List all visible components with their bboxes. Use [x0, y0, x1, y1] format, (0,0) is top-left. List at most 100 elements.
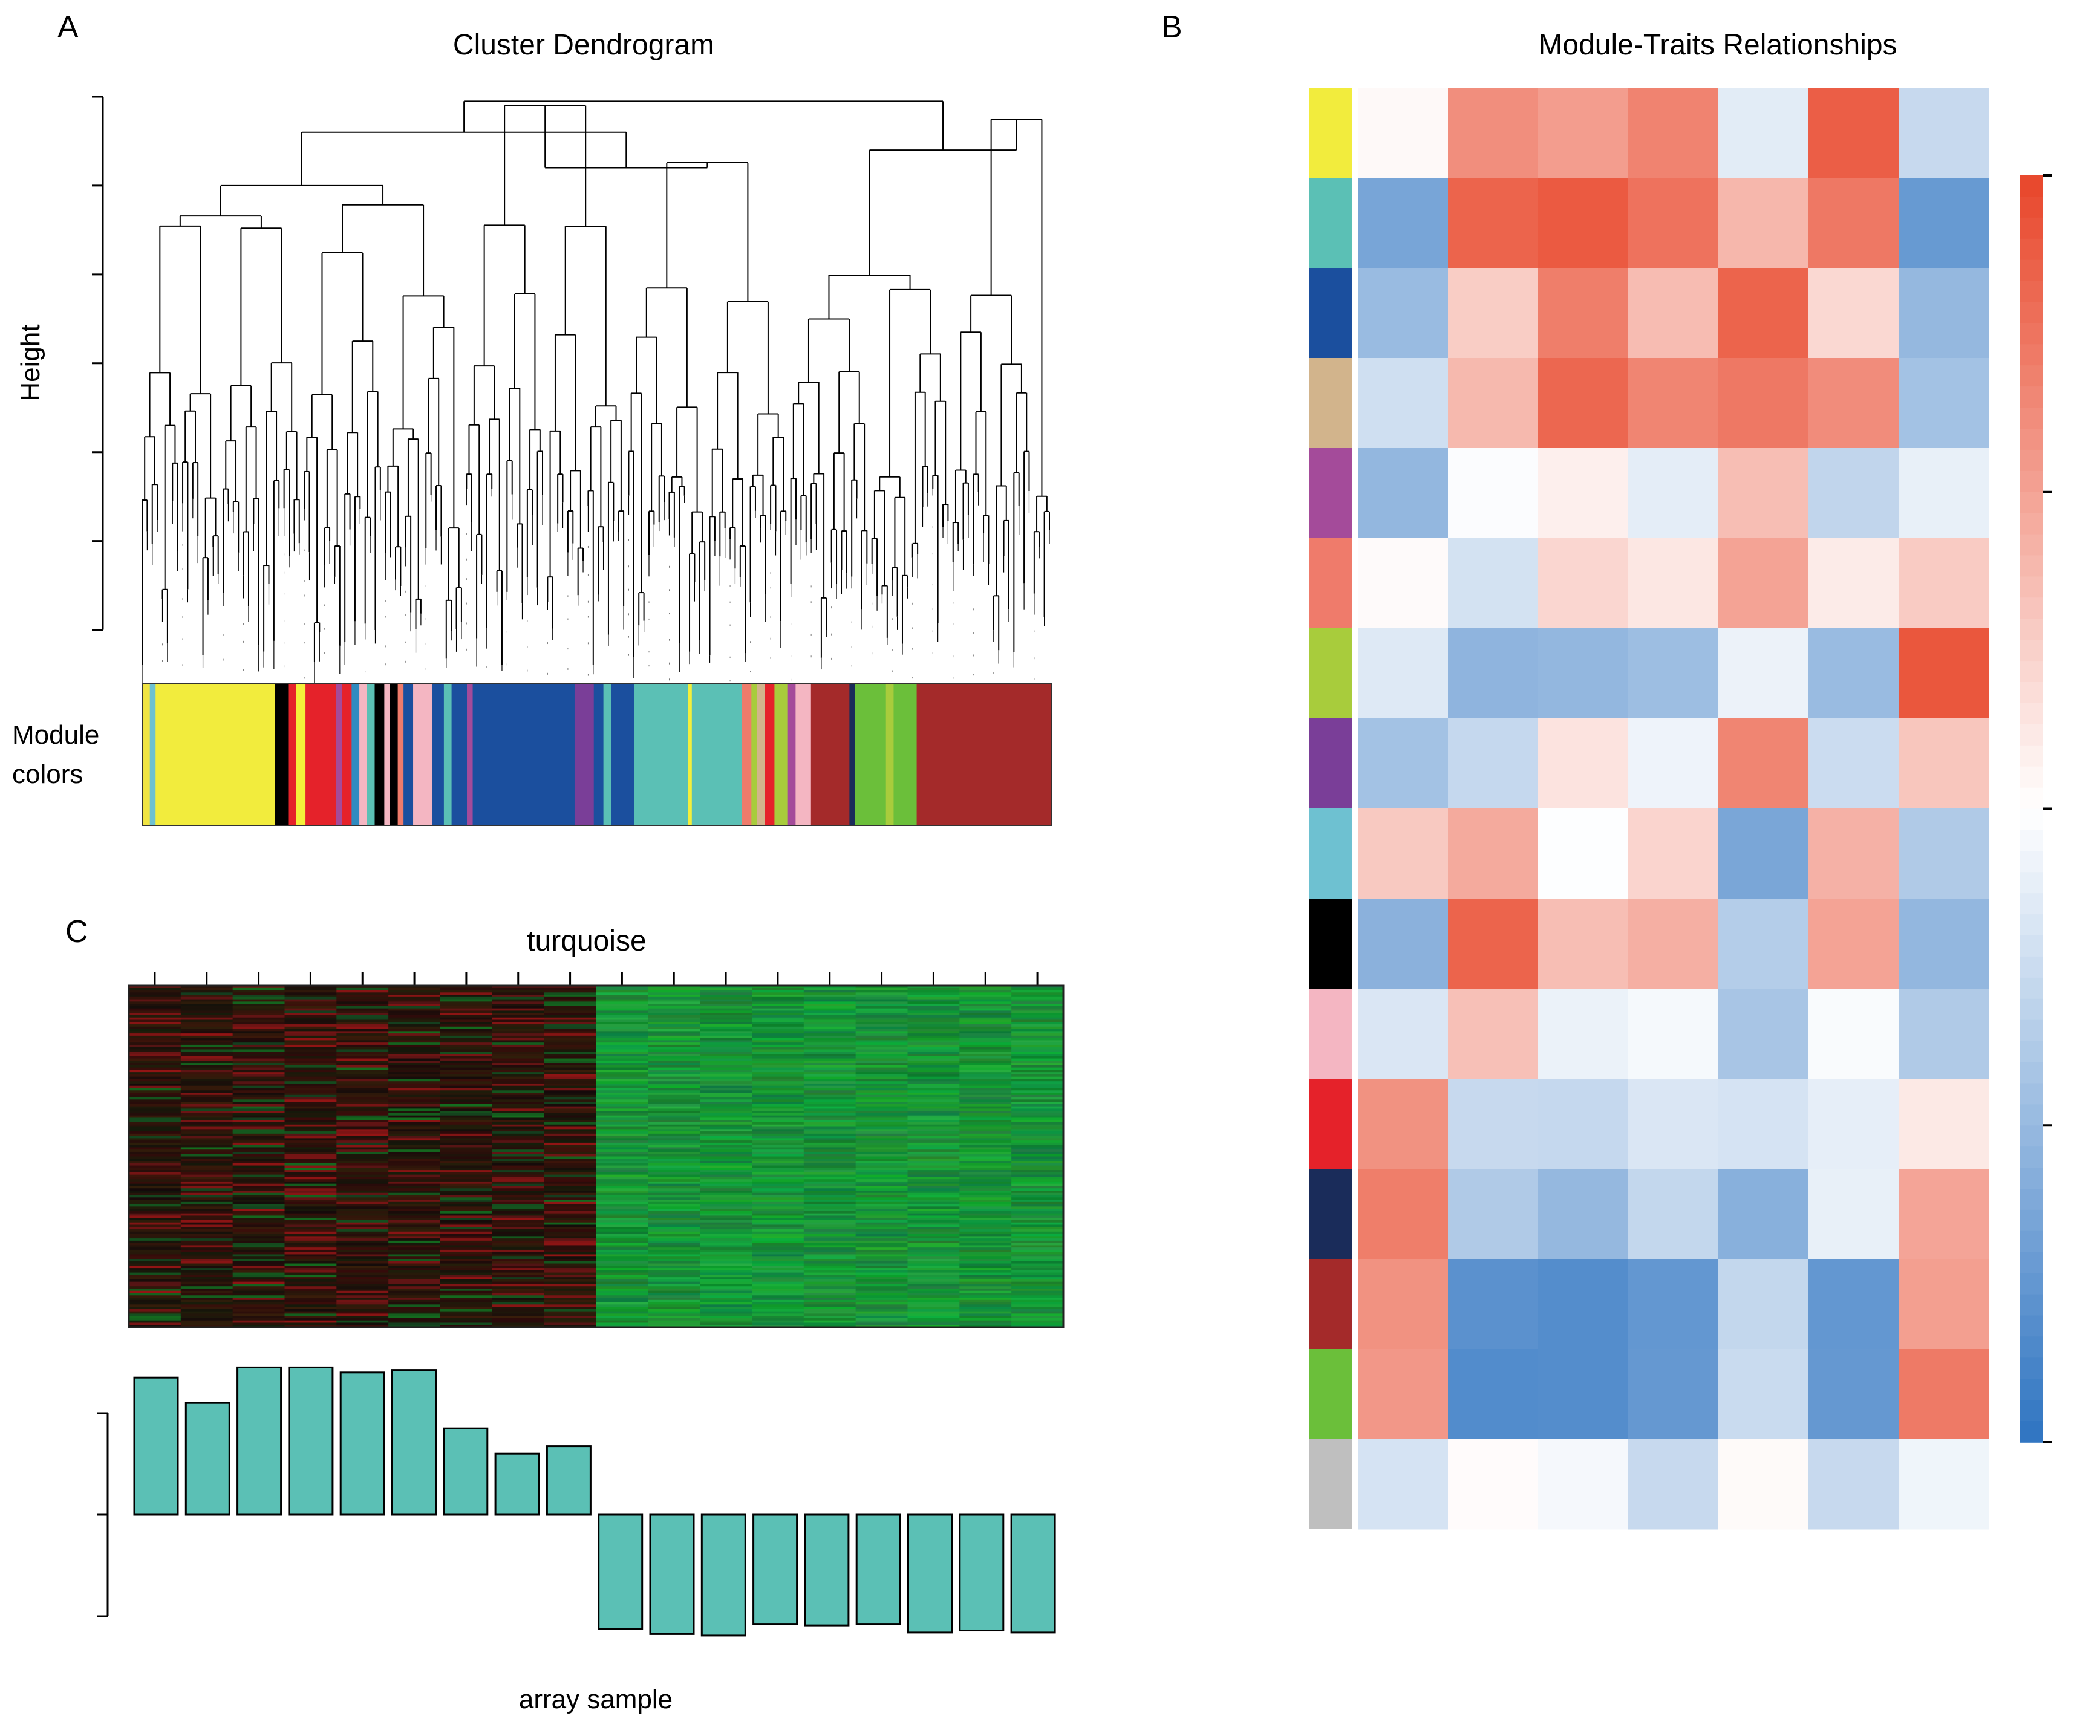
expression-heatmap-cell: [803, 1058, 856, 1061]
expression-heatmap-cell: [388, 1168, 441, 1171]
expression-heatmap-cell: [232, 1113, 285, 1116]
module-color-segment: [296, 683, 306, 825]
expression-heatmap-cell: [492, 1136, 545, 1139]
expression-heatmap-cell: [959, 1099, 1012, 1102]
expression-heatmap-cell: [1011, 1001, 1064, 1004]
expression-heatmap-cell: [232, 1159, 285, 1162]
colorbar-step: [2020, 175, 2043, 197]
expression-heatmap-cell: [232, 1177, 285, 1180]
expression-heatmap-cell: [700, 1304, 752, 1307]
expression-heatmap-cell: [648, 1111, 700, 1114]
expression-heatmap-cell: [440, 1275, 493, 1278]
expression-heatmap-cell: [129, 1138, 181, 1141]
expression-heatmap-cell: [596, 999, 648, 1002]
expression-heatmap-cell: [544, 1201, 597, 1205]
expression-heatmap-cell: [855, 1010, 908, 1013]
expression-heatmap-cell: [388, 990, 441, 993]
expression-heatmap-cell: [388, 1147, 441, 1150]
expression-heatmap-cell: [855, 1277, 908, 1280]
expression-heatmap-cell: [388, 1104, 441, 1107]
expression-heatmap-cell: [492, 1004, 545, 1007]
expression-heatmap-cell: [700, 1191, 752, 1194]
expression-heatmap-cell: [907, 1104, 960, 1107]
expression-heatmap-cell: [907, 1159, 960, 1162]
expression-heatmap-cell: [284, 1104, 337, 1107]
expression-heatmap-cell: [803, 1159, 856, 1162]
expression-heatmap-cell: [700, 1151, 752, 1155]
expression-heatmap-cell: [129, 1192, 181, 1196]
expression-heatmap-cell: [803, 1017, 856, 1021]
expression-heatmap-cell: [1011, 1129, 1064, 1132]
expression-heatmap-cell: [544, 1065, 597, 1068]
expression-heatmap-cell: [129, 1284, 181, 1287]
expression-heatmap-cell: [129, 1124, 181, 1128]
expression-heatmap-cell: [855, 1022, 908, 1025]
expression-heatmap-cell: [596, 1231, 648, 1235]
heatmap-cell: [1899, 1349, 1989, 1440]
expression-heatmap-cell: [284, 1320, 337, 1324]
expression-heatmap-cell: [544, 1040, 597, 1043]
expression-heatmap-cell: [180, 995, 233, 998]
expression-heatmap-cell: [336, 1072, 389, 1075]
expression-heatmap-cell: [232, 1213, 285, 1217]
expression-heatmap-cell: [180, 992, 233, 995]
expression-heatmap-cell: [336, 1298, 389, 1301]
expression-heatmap-cell: [336, 1263, 389, 1266]
expression-heatmap-cell: [700, 1320, 752, 1324]
expression-heatmap-cell: [232, 1259, 285, 1262]
expression-heatmap-cell: [284, 1163, 337, 1166]
expression-heatmap-cell: [180, 1017, 233, 1021]
expression-heatmap-cell: [1011, 1081, 1064, 1084]
expression-heatmap-cell: [129, 1054, 181, 1057]
expression-heatmap-cell: [544, 1227, 597, 1230]
expression-heatmap-cell: [440, 1126, 493, 1130]
expression-heatmap-cell: [336, 1236, 389, 1239]
colorbar-step: [2020, 196, 2043, 218]
expression-heatmap-cell: [388, 1145, 441, 1148]
expression-heatmap-cell: [959, 1322, 1012, 1325]
expression-heatmap-cell: [803, 1270, 856, 1273]
expression-heatmap-cell: [492, 1149, 545, 1152]
expression-heatmap-cell: [959, 1177, 1012, 1180]
expression-heatmap-cell: [388, 1325, 441, 1328]
expression-heatmap-cell: [596, 1079, 648, 1082]
expression-heatmap-cell: [284, 986, 337, 989]
expression-heatmap-cell: [855, 1019, 908, 1022]
expression-heatmap-cell: [284, 1111, 337, 1114]
expression-heatmap-cell: [544, 1156, 597, 1159]
heatmap-cell: [1808, 1439, 1899, 1530]
expression-heatmap-cell: [959, 1245, 1012, 1248]
expression-heatmap-cell: [544, 1222, 597, 1226]
expression-heatmap-cell: [284, 1177, 337, 1180]
expression-heatmap-cell: [129, 1168, 181, 1171]
expression-heatmap-cell: [700, 1316, 752, 1319]
expression-heatmap-cell: [648, 1227, 700, 1230]
expression-heatmap-cell: [803, 1236, 856, 1239]
expression-heatmap-cell: [284, 1044, 337, 1048]
module-color-segment: [751, 683, 758, 825]
expression-heatmap-cell: [752, 1140, 804, 1143]
expression-heatmap-cell: [596, 1234, 648, 1237]
expression-heatmap-cell: [700, 1159, 752, 1162]
expression-heatmap-cell: [907, 1138, 960, 1141]
expression-heatmap-cell: [492, 1318, 545, 1321]
heatmap-cell: [1628, 448, 1719, 539]
expression-heatmap-cell: [232, 987, 285, 991]
expression-heatmap-cell: [700, 1131, 752, 1134]
expression-heatmap-cell: [284, 1026, 337, 1030]
expression-heatmap-cell: [700, 1083, 752, 1087]
expression-heatmap-cell: [492, 1102, 545, 1105]
expression-heatmap-cell: [129, 1047, 181, 1050]
expression-heatmap-cell: [700, 1204, 752, 1207]
expression-heatmap-cell: [700, 1120, 752, 1123]
expression-heatmap-cell: [752, 1322, 804, 1325]
expression-heatmap-cell: [596, 995, 648, 998]
expression-heatmap-cell: [440, 1325, 493, 1328]
expression-heatmap-cell: [129, 1117, 181, 1120]
expression-heatmap-cell: [803, 1231, 856, 1235]
expression-heatmap-cell: [907, 1004, 960, 1007]
expression-heatmap-cell: [648, 1063, 700, 1066]
expression-heatmap-cell: [1011, 1124, 1064, 1128]
expression-heatmap-cell: [492, 1236, 545, 1239]
expression-heatmap-cell: [907, 1168, 960, 1171]
